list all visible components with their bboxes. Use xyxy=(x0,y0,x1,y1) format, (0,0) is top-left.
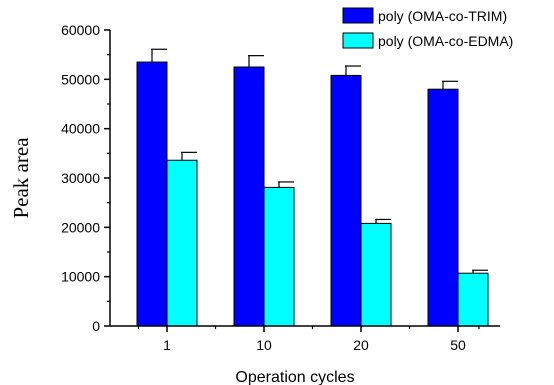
bar-edma-50 xyxy=(457,272,489,327)
y-tick-label: 30000 xyxy=(61,170,100,186)
y-tick-label: 0 xyxy=(92,318,100,334)
legend-swatch-trim xyxy=(342,7,374,24)
bar-trim-20 xyxy=(330,74,362,327)
x-axis-title: Operation cycles xyxy=(235,369,354,385)
y-tick-label: 20000 xyxy=(61,219,100,235)
legend: poly (OMA-co-TRIM) poly (OMA-co-EDMA) xyxy=(342,7,513,49)
legend-swatch-edma xyxy=(342,32,374,49)
y-tick-label: 40000 xyxy=(61,121,100,137)
x-tick-label: 20 xyxy=(353,337,369,353)
bar-trim-1 xyxy=(136,61,168,327)
bar-trim-10 xyxy=(233,66,265,327)
bar-edma-1 xyxy=(166,159,198,327)
bar-edma-10 xyxy=(263,186,295,327)
x-tick-label: 1 xyxy=(163,337,171,353)
y-tick-label: 10000 xyxy=(61,269,100,285)
ticks-layer: 0 10000 20000 30000 40000 50000 60000 1 10 20 50 xyxy=(61,22,480,353)
y-axis-title: Peak area xyxy=(9,137,33,219)
x-tick-label: 50 xyxy=(450,337,466,353)
y-tick-label: 60000 xyxy=(61,22,100,38)
legend-label-trim: poly (OMA-co-TRIM) xyxy=(378,8,507,24)
bar-edma-20 xyxy=(360,222,392,327)
bars-layer xyxy=(136,48,489,327)
y-tick-label: 50000 xyxy=(61,71,100,87)
legend-label-edma: poly (OMA-co-EDMA) xyxy=(378,33,513,49)
bar-trim-50 xyxy=(427,88,459,327)
x-tick-label: 10 xyxy=(256,337,272,353)
